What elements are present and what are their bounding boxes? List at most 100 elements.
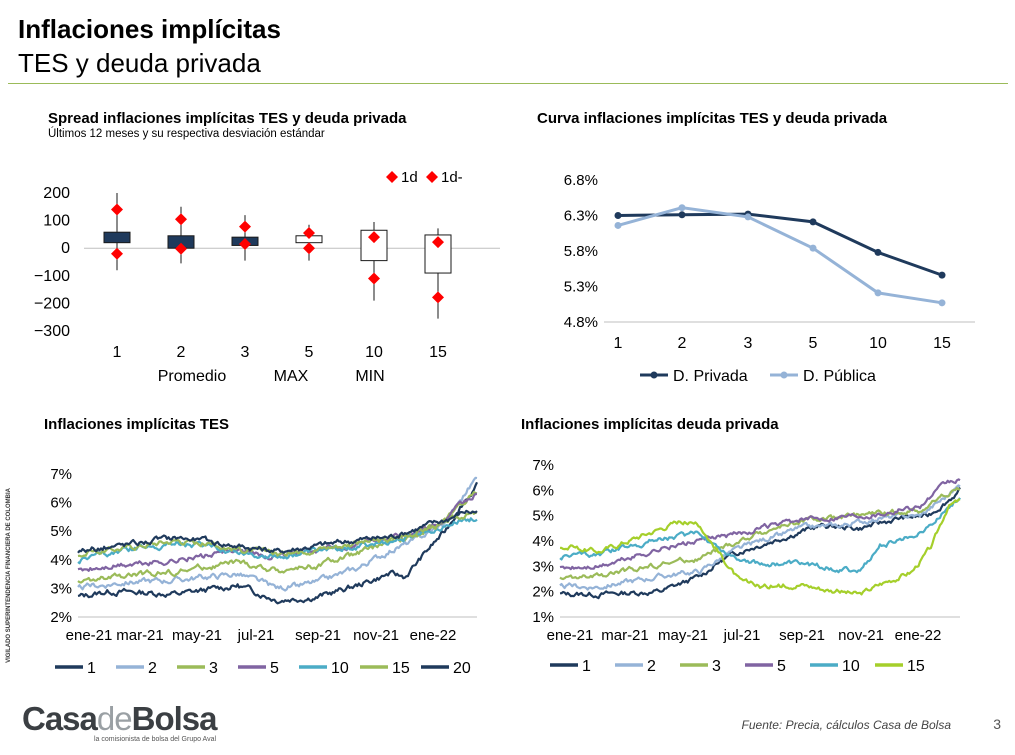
legend-label: 10	[331, 660, 349, 677]
y-tick-label: 1%	[532, 609, 554, 626]
x-tick-label: 5	[809, 335, 818, 352]
legend-swatch-point	[650, 371, 658, 379]
legend-label: D. Privada	[673, 368, 748, 385]
source-note: Fuente: Precia, cálculos Casa de Bolsa	[741, 718, 951, 732]
curve-chart-title: Curva inflaciones implícitas TES y deuda…	[537, 110, 888, 127]
logo-word-de: de	[96, 700, 133, 737]
x-tick-label: jul-21	[237, 627, 275, 644]
x-legend-label: MIN	[355, 368, 384, 385]
legend-label: 3	[712, 658, 721, 675]
legend-label: 10	[842, 658, 860, 675]
series-point	[938, 271, 946, 279]
logo-word-casa: Casa	[22, 700, 98, 737]
y-tick-label: 6.3%	[564, 208, 598, 225]
marker-1d-minus	[368, 272, 380, 285]
x-tick-label: 2	[177, 344, 186, 361]
marker-1d	[111, 203, 123, 216]
series-line	[559, 497, 961, 574]
x-tick-label: 3	[241, 344, 250, 361]
y-tick-label: 200	[43, 185, 70, 202]
x-tick-label: ene-21	[547, 627, 594, 644]
legend-marker	[386, 171, 398, 183]
series-line	[559, 478, 961, 571]
x-tick-label: 2	[678, 335, 687, 352]
series-line	[617, 206, 943, 305]
y-tick-label: 100	[43, 213, 70, 230]
series-point	[744, 213, 752, 221]
regulatory-strip: VIGILADO SUPERINTENDENCIA FINANCIERA DE …	[6, 488, 22, 680]
x-legend-label: Promedio	[158, 368, 227, 385]
legend-label: 1	[582, 658, 591, 675]
series-line	[77, 476, 478, 592]
x-tick-label: sep-21	[779, 627, 825, 644]
x-tick-label: 1	[614, 335, 623, 352]
y-tick-label: 2%	[532, 584, 554, 601]
series-point	[614, 212, 622, 219]
logo-tagline: la comisionista de bolsa del Grupo Aval	[94, 736, 217, 743]
legend-label: 1d-	[441, 169, 463, 186]
series-line	[559, 498, 961, 596]
legend-label: 2	[647, 658, 656, 675]
marker-1d	[175, 213, 187, 226]
casa-de-bolsa-logo: CasadeBolsa la comisionista de bolsa del…	[22, 700, 218, 744]
y-tick-label: 3%	[50, 580, 72, 597]
x-tick-label: 10	[869, 335, 887, 352]
legend-label: 2	[148, 660, 157, 677]
privada-chart-title: Inflaciones implícitas deuda privada	[521, 416, 779, 433]
series-line	[617, 212, 943, 277]
y-tick-label: 6.8%	[564, 172, 598, 189]
legend-label: 3	[209, 660, 218, 677]
y-tick-label: 5%	[532, 508, 554, 525]
x-tick-label: nov-21	[838, 627, 884, 644]
x-tick-label: may-21	[658, 627, 708, 644]
logo-word-bolsa: Bolsa	[131, 700, 218, 737]
y-tick-label: −100	[34, 268, 70, 285]
series-point	[809, 218, 817, 226]
series-point	[938, 299, 946, 307]
x-tick-label: may-21	[172, 627, 222, 644]
tes-chart-title: Inflaciones implícitas TES	[44, 416, 230, 433]
y-tick-label: 6%	[50, 495, 72, 512]
y-tick-label: 4.8%	[564, 314, 598, 331]
y-tick-label: −300	[34, 323, 70, 340]
y-tick-label: 4%	[532, 533, 554, 550]
legend-label: 20	[453, 660, 471, 677]
x-legend-label: MAX	[274, 368, 309, 385]
y-tick-label: 3%	[532, 558, 554, 575]
page-title: Inflaciones implícitas	[18, 14, 281, 44]
y-tick-label: −200	[34, 295, 70, 312]
series-line	[77, 510, 478, 558]
page-subtitle: TES y deuda privada	[18, 48, 261, 78]
marker-1d	[432, 236, 444, 249]
x-tick-label: sep-21	[295, 627, 341, 644]
series-line	[77, 509, 478, 554]
x-tick-label: 5	[305, 344, 314, 361]
x-tick-label: 15	[933, 335, 951, 352]
regulatory-text: VIGILADO SUPERINTENDENCIA FINANCIERA DE …	[6, 488, 12, 663]
series-line	[559, 486, 961, 581]
marker-1d-minus	[175, 242, 187, 255]
y-tick-label: 4%	[50, 552, 72, 569]
x-tick-label: 10	[365, 344, 383, 361]
series-point	[874, 248, 882, 256]
x-tick-label: ene-22	[895, 627, 942, 644]
marker-1d-minus	[303, 242, 315, 255]
spread-chart-title: Spread inflaciones implícitas TES y deud…	[48, 110, 407, 127]
y-tick-label: 0	[61, 240, 70, 257]
legend-swatch-point	[780, 371, 788, 379]
legend-label: 15	[392, 660, 410, 677]
legend-label: 15	[907, 658, 925, 675]
y-tick-label: 5.3%	[564, 279, 598, 296]
x-tick-label: 15	[429, 344, 447, 361]
x-tick-label: ene-22	[410, 627, 457, 644]
y-tick-label: 2%	[50, 609, 72, 626]
legend-label: 1	[87, 660, 96, 677]
y-tick-label: 5.8%	[564, 243, 598, 260]
series-line	[559, 484, 961, 591]
marker-1d-minus	[239, 238, 251, 251]
tes-chart: 7% 6% 5% 4% 3% 2%ene-21 mar-21 may-21 jul-21 sep-…	[50, 466, 478, 677]
page-number: 3	[993, 716, 1001, 732]
marker-1d-minus	[111, 247, 123, 260]
x-tick-label: nov-21	[353, 627, 399, 644]
